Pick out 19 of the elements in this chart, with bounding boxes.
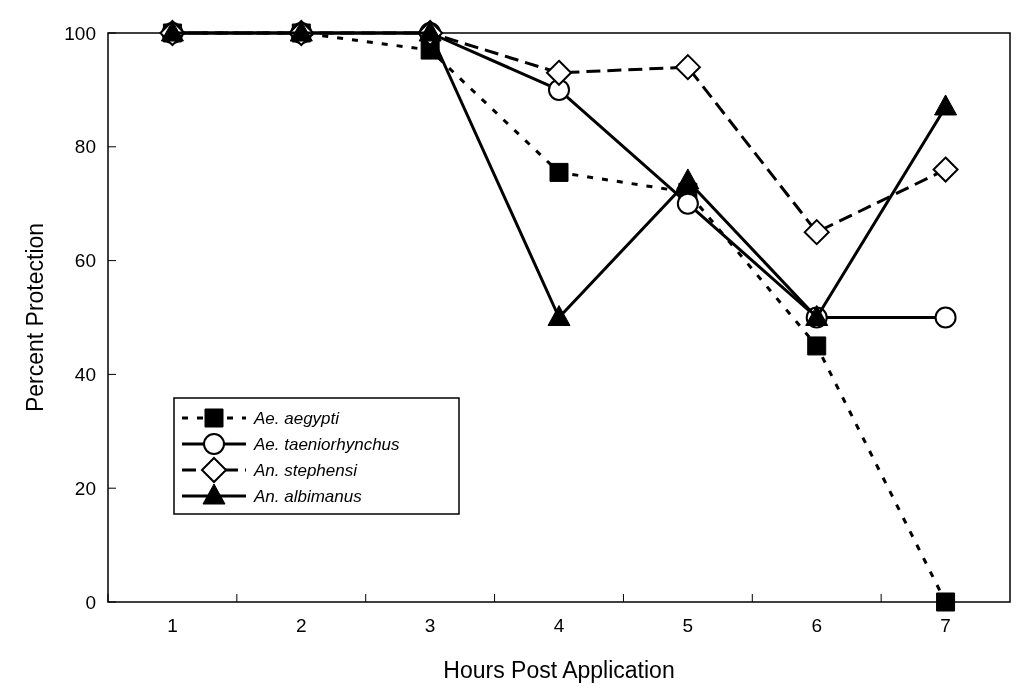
x-axis-title: Hours Post Application (443, 657, 675, 683)
x-tick-label: 3 (424, 615, 436, 636)
x-tick-label: 6 (811, 615, 822, 636)
legend-label: Ae. taeniorhynchus (253, 434, 401, 454)
legend-label: Ae. aegypti (253, 408, 341, 428)
y-tick-label: 20 (74, 477, 96, 499)
y-tick-label: 40 (74, 364, 96, 386)
x-tick-label: 2 (296, 615, 307, 636)
y-tick-label: 100 (64, 22, 96, 44)
x-tick-label: 7 (940, 615, 951, 636)
x-tick-label: 5 (682, 615, 694, 636)
x-tick-label: 4 (553, 615, 565, 636)
y-tick-label: 60 (74, 250, 96, 272)
y-tick-label: 80 (74, 136, 96, 158)
y-axis-title: Percent Protection (22, 222, 48, 413)
legend-label: An. stephensi (253, 460, 359, 480)
x-tick-label: 1 (167, 615, 178, 636)
y-tick-label: 0 (85, 591, 96, 613)
legend-label: An. albimanus (253, 486, 363, 506)
